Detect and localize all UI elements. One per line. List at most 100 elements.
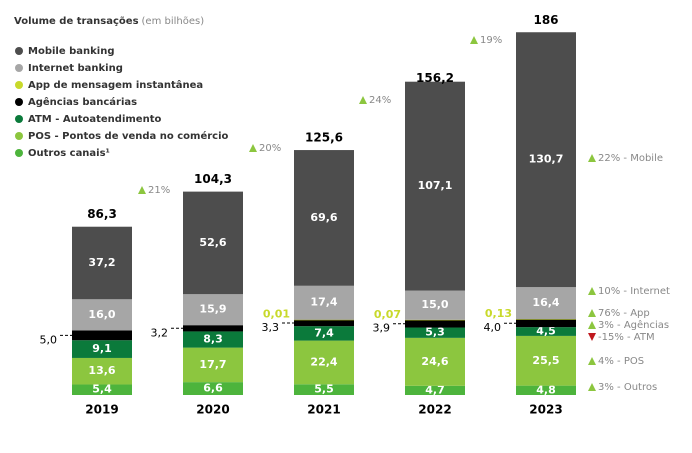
x-tick-label: 2022 xyxy=(418,403,451,417)
bar-segment xyxy=(72,384,132,395)
bar-segment xyxy=(405,290,465,320)
bar-segment xyxy=(405,319,465,321)
bar-segment xyxy=(183,331,243,348)
legend-label: Internet banking xyxy=(28,63,123,74)
value-label: 5,3 xyxy=(425,326,445,339)
channel-growth-arrow xyxy=(588,309,596,317)
bar-segment xyxy=(183,294,243,326)
bar-segment xyxy=(516,32,576,288)
bar-segment xyxy=(183,347,243,383)
value-label: 0,07 xyxy=(374,308,401,321)
growth-label: 19% xyxy=(480,35,502,46)
value-label: 9,1 xyxy=(92,342,112,355)
value-label: 13,6 xyxy=(88,364,115,377)
legend-label: POS - Pontos de venda no comércio xyxy=(28,130,229,142)
value-label: 8,3 xyxy=(203,333,223,346)
chart-title-group: Volume de transações (em bilhões) xyxy=(14,16,204,27)
channel-growth-label: -15% - ATM xyxy=(598,332,655,343)
value-label: 15,0 xyxy=(421,298,448,311)
value-label: 0,13 xyxy=(485,307,512,320)
channel-growth-arrow xyxy=(588,154,596,162)
value-label: 4,0 xyxy=(484,321,502,334)
channel-growth-label: 3% - Agências xyxy=(598,319,669,331)
value-label: 107,1 xyxy=(418,179,453,192)
legend-label: Outros canais¹ xyxy=(28,148,110,159)
value-label: 4,8 xyxy=(536,383,556,396)
bar-segment xyxy=(294,340,354,385)
growth-label: 24% xyxy=(369,95,391,106)
legend-marker xyxy=(15,47,23,55)
bar-segment xyxy=(405,319,465,328)
x-tick-label: 2020 xyxy=(196,403,229,417)
value-label: 24,6 xyxy=(421,355,448,368)
channel-growth-label: 4% - POS xyxy=(598,356,644,367)
legend-marker xyxy=(15,98,23,106)
growth-arrow xyxy=(470,36,478,44)
bar-segment xyxy=(294,285,354,320)
bar-segment xyxy=(405,81,465,291)
value-label: 3,2 xyxy=(151,326,169,339)
bar-segment xyxy=(516,319,576,328)
chart-title: Volume de transações xyxy=(14,16,139,27)
channel-growth-arrow xyxy=(588,321,596,329)
legend-label: Mobile banking xyxy=(28,46,114,57)
legend-marker xyxy=(15,132,23,140)
bar-segment xyxy=(294,150,354,286)
bar-segment xyxy=(516,327,576,336)
total-label: 104,3 xyxy=(194,172,232,186)
legend-marker xyxy=(15,64,23,72)
channel-growth-arrow xyxy=(588,333,596,341)
value-label: 69,6 xyxy=(310,211,337,224)
total-label: 186 xyxy=(533,13,558,27)
value-label: 52,6 xyxy=(199,236,226,249)
bar-segment xyxy=(72,340,132,358)
growth-label: 20% xyxy=(259,143,281,154)
value-label: 4,7 xyxy=(425,383,445,396)
bar-segment xyxy=(405,337,465,386)
value-label: 6,6 xyxy=(203,382,223,395)
value-label: 4,5 xyxy=(536,325,556,338)
legend-marker xyxy=(15,115,23,123)
value-label: 130,7 xyxy=(529,153,564,166)
growth-arrow xyxy=(138,186,146,194)
bar-segment xyxy=(405,327,465,338)
x-tick-label: 2021 xyxy=(307,403,340,417)
bar-segment xyxy=(294,384,354,395)
value-label: 17,7 xyxy=(199,358,226,371)
x-tick-label: 2023 xyxy=(529,403,562,417)
channel-growth-arrow xyxy=(588,357,596,365)
legend-label: App de mensagem instantânea xyxy=(28,79,203,91)
value-label: 3,3 xyxy=(262,321,280,334)
bar-segment xyxy=(516,335,576,386)
bar-segment xyxy=(72,299,132,331)
bar-segment xyxy=(183,325,243,332)
bar-segment xyxy=(516,385,576,395)
bar-segment xyxy=(72,226,132,300)
legend-label: ATM - Autoatendimento xyxy=(28,114,161,125)
bar-segment xyxy=(294,319,354,321)
value-label: 16,0 xyxy=(88,308,115,321)
legend-marker xyxy=(15,81,23,89)
channel-growth-arrow xyxy=(588,383,596,391)
channel-growth-label: 76% - App xyxy=(598,308,650,319)
bar-segment xyxy=(294,319,354,327)
value-label: 17,4 xyxy=(310,296,337,309)
value-label: 0,01 xyxy=(263,308,290,321)
bar-segment xyxy=(183,382,243,395)
value-label: 5,4 xyxy=(92,383,112,396)
bar-segment xyxy=(516,287,576,320)
bar-segment xyxy=(72,330,132,341)
total-label: 156,2 xyxy=(416,71,454,85)
value-label: 37,2 xyxy=(88,256,115,269)
growth-arrow xyxy=(359,96,367,104)
total-label: 125,6 xyxy=(305,131,343,145)
channel-growth-arrow xyxy=(588,287,596,295)
channel-growth-label: 10% - Internet xyxy=(598,286,670,297)
value-label: 7,4 xyxy=(314,326,334,339)
bar-segment xyxy=(294,326,354,341)
value-label: 15,9 xyxy=(199,303,226,316)
legend-marker xyxy=(15,149,23,157)
channel-growth-label: 22% - Mobile xyxy=(598,153,663,164)
value-label: 16,4 xyxy=(532,296,559,309)
